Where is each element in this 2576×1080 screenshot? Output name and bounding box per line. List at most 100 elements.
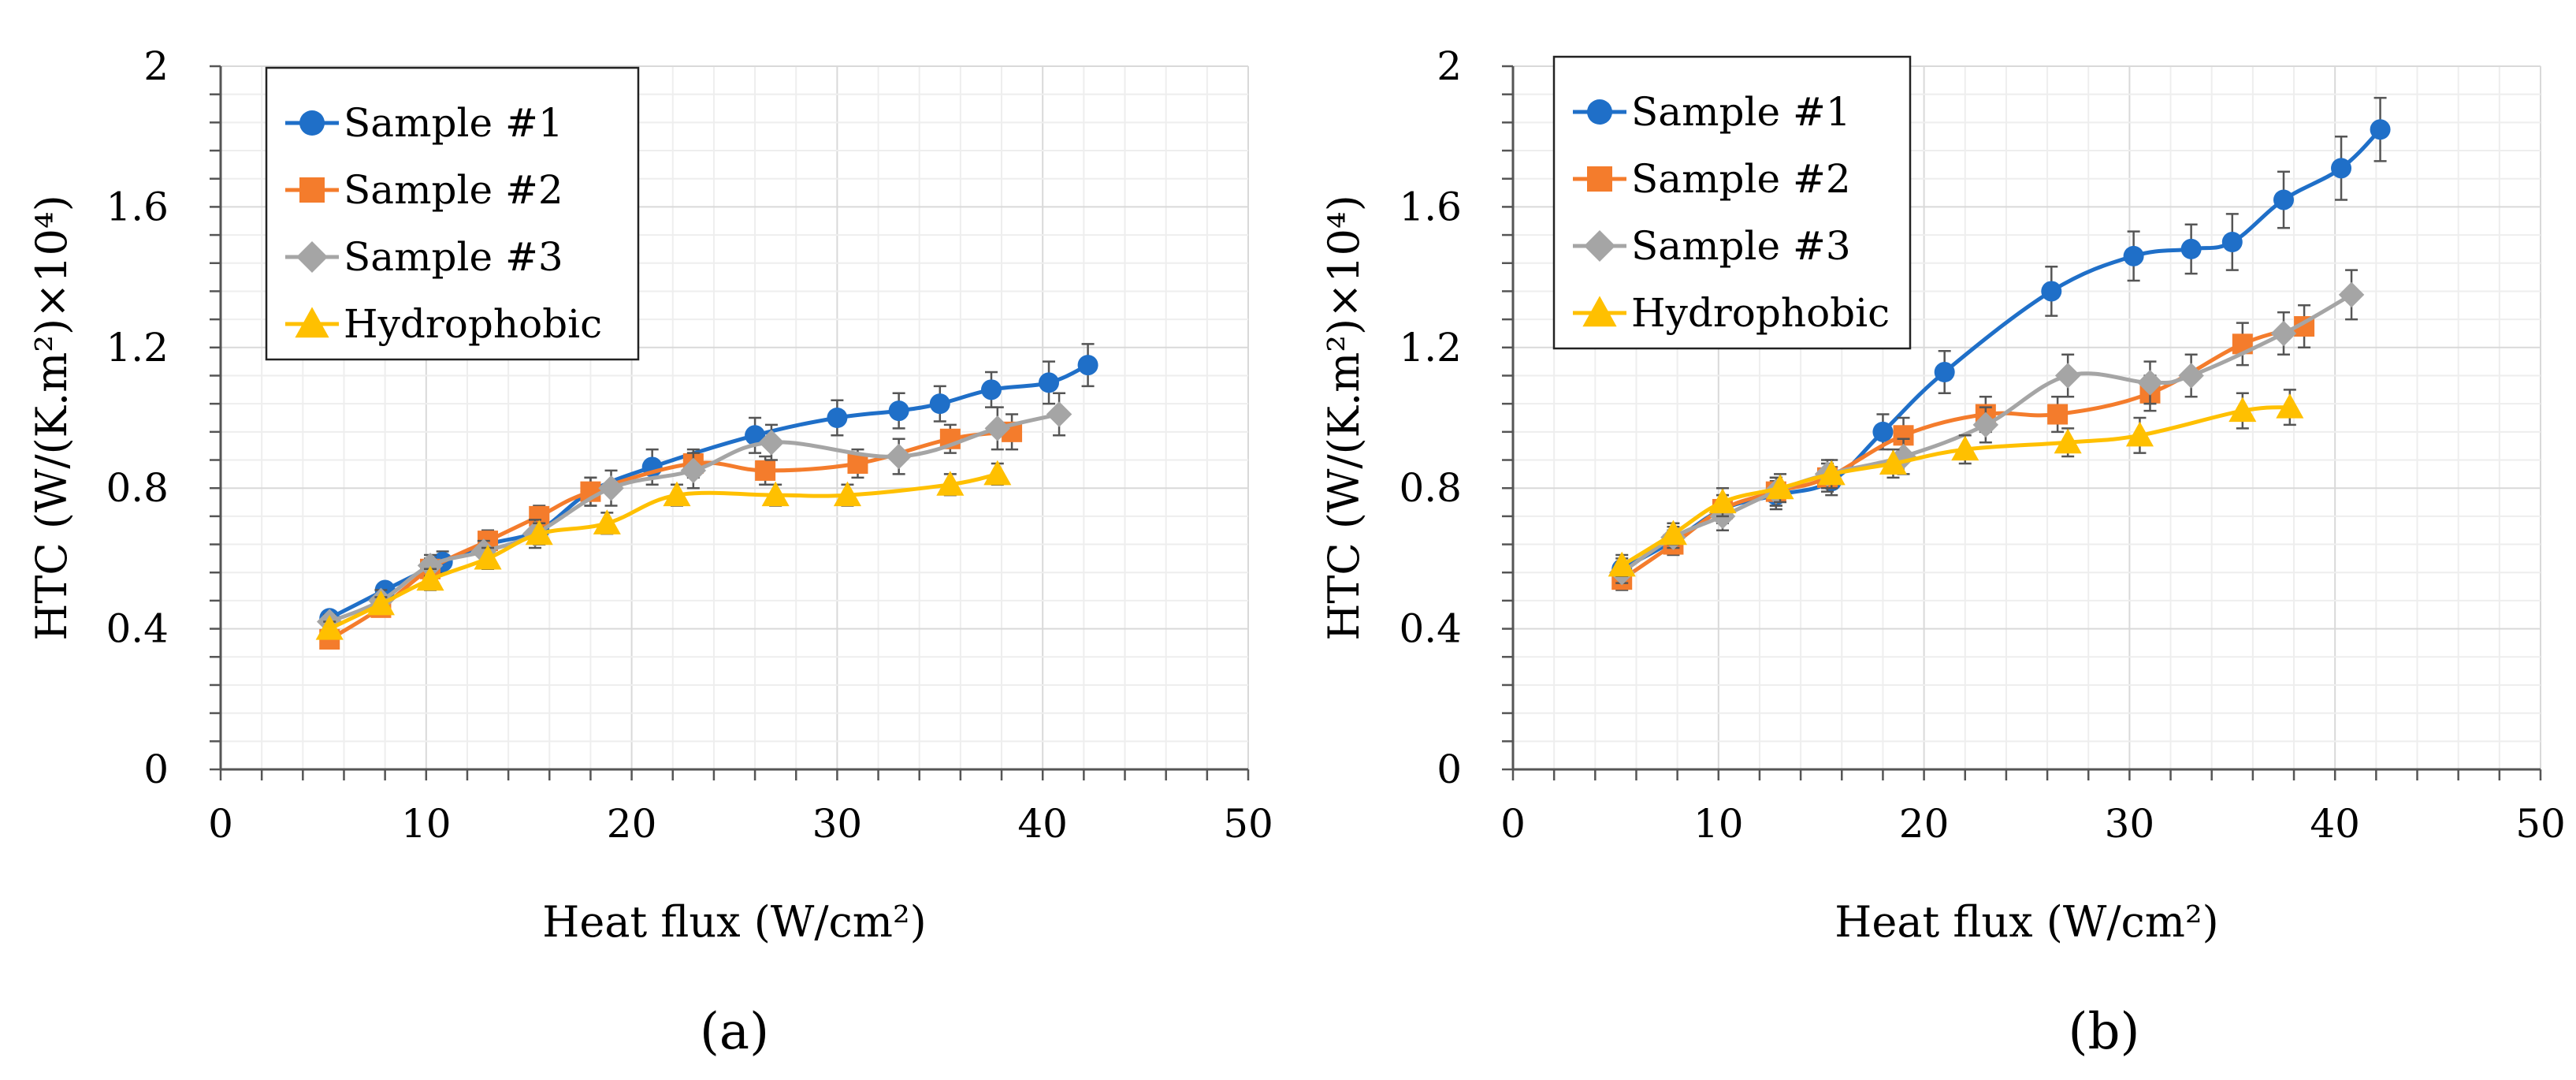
data-point — [1766, 474, 1794, 500]
legend-label: Sample #2 — [344, 167, 563, 213]
y-tick-label: 2 — [143, 43, 169, 89]
data-point — [1046, 401, 1072, 427]
data-point — [936, 471, 965, 496]
data-point — [2178, 363, 2204, 389]
data-point — [2338, 281, 2365, 308]
series-line — [329, 471, 998, 631]
data-point — [1817, 460, 1846, 486]
data-point — [416, 565, 444, 591]
x-axis-label: Heat flux (W/cm²) — [542, 897, 926, 947]
legend-label: Sample #3 — [344, 234, 563, 280]
legend-marker — [295, 307, 329, 338]
data-point — [2123, 245, 2144, 266]
data-point — [1039, 372, 1060, 393]
data-point — [758, 429, 785, 456]
x-axis-label: Heat flux (W/cm²) — [1834, 897, 2218, 947]
data-point — [2137, 370, 2163, 396]
x-tick-label: 0 — [1500, 801, 1526, 847]
data-point — [1972, 412, 1999, 438]
series-line — [1620, 405, 2290, 568]
data-point — [366, 590, 395, 616]
data-point — [827, 408, 848, 428]
data-point — [315, 615, 344, 640]
x-tick-label: 50 — [1223, 801, 1273, 847]
data-point — [663, 481, 691, 507]
y-tick-label: 0 — [1437, 747, 1462, 792]
x-tick-label: 20 — [607, 801, 657, 847]
data-point — [981, 379, 1002, 400]
y-tick-label: 1.2 — [106, 325, 169, 371]
y-tick-label: 1.2 — [1399, 325, 1462, 371]
data-point — [2370, 119, 2391, 140]
legend-marker — [1587, 166, 1612, 192]
data-point — [1659, 520, 1687, 546]
data-point — [1077, 355, 1098, 376]
legend-label: Sample #3 — [1631, 223, 1851, 269]
data-point — [417, 553, 444, 579]
y-tick-label: 1.6 — [106, 184, 169, 229]
x-tick-label: 50 — [2515, 801, 2566, 847]
panel-label: (b) — [2069, 1003, 2140, 1061]
data-point — [2180, 238, 2202, 259]
y-tick-label: 1.6 — [1399, 184, 1462, 229]
legend-marker — [299, 177, 325, 203]
data-point — [593, 509, 621, 534]
data-point — [2273, 189, 2294, 210]
series-line — [328, 430, 1013, 642]
legend-label: Hydrophobic — [1631, 290, 1890, 336]
legend-label: Sample #1 — [344, 100, 563, 146]
y-axis-label: HTC (W/(K.m²)×10⁴) — [27, 195, 76, 641]
legend-label: Sample #1 — [1631, 89, 1851, 135]
y-tick-label: 0.4 — [1399, 606, 1462, 652]
legend: Sample #1 Sample #2 Sample #3 Hydrophobic — [1552, 55, 1912, 350]
data-point — [525, 520, 553, 546]
data-point — [680, 457, 707, 484]
legend-marker — [1587, 99, 1612, 125]
data-point — [888, 400, 909, 422]
series-hydrophobic — [1608, 389, 2304, 577]
x-tick-label: 0 — [208, 801, 233, 847]
data-point — [2270, 320, 2297, 347]
data-point — [1872, 421, 1894, 442]
series-hydrophobic — [315, 460, 1012, 640]
data-point — [761, 481, 790, 507]
series-line — [329, 412, 1060, 624]
data-point — [1951, 435, 1979, 461]
y-tick-label: 0.8 — [1399, 465, 1462, 511]
x-tick-label: 10 — [401, 801, 452, 847]
chart-panel-1: 0 10 20 30 40 50 0 0.4 0.8 1.2 1.6 2 Heat flux (W/cm… — [27, 43, 1273, 1061]
data-point — [833, 481, 861, 507]
data-point — [1934, 362, 1955, 383]
data-point — [1879, 449, 1908, 475]
x-tick-label: 40 — [2310, 801, 2360, 847]
data-point — [2054, 428, 2082, 454]
legend-label: Sample #2 — [1631, 156, 1851, 202]
x-tick-label: 40 — [1017, 801, 1068, 847]
data-point — [929, 393, 950, 415]
legend: Sample #1 Sample #2 Sample #3 Hydrophobic — [265, 66, 640, 361]
data-point — [1708, 488, 1737, 514]
y-tick-label: 0.4 — [106, 606, 169, 652]
y-axis-label: HTC (W/(K.m²)×10⁴) — [1319, 195, 1369, 641]
data-point — [2054, 363, 2081, 389]
data-point — [598, 475, 624, 501]
legend-label: Hydrophobic — [344, 301, 602, 347]
x-tick-label: 20 — [1899, 801, 1950, 847]
legend-marker — [299, 110, 325, 136]
x-tick-label: 10 — [1693, 801, 1744, 847]
data-point — [2228, 397, 2257, 423]
data-point — [886, 443, 912, 470]
data-point — [983, 460, 1012, 486]
series-sample-2 — [319, 413, 1023, 650]
y-tick-label: 0 — [143, 747, 169, 792]
data-point — [2331, 158, 2352, 179]
data-point — [755, 460, 776, 481]
data-point — [984, 415, 1011, 441]
legend-marker — [1582, 296, 1617, 327]
legend-marker — [296, 241, 328, 273]
data-point — [2276, 393, 2304, 419]
data-point — [2047, 404, 2069, 425]
y-tick-label: 2 — [1437, 43, 1462, 89]
y-tick-label: 0.8 — [106, 465, 169, 511]
